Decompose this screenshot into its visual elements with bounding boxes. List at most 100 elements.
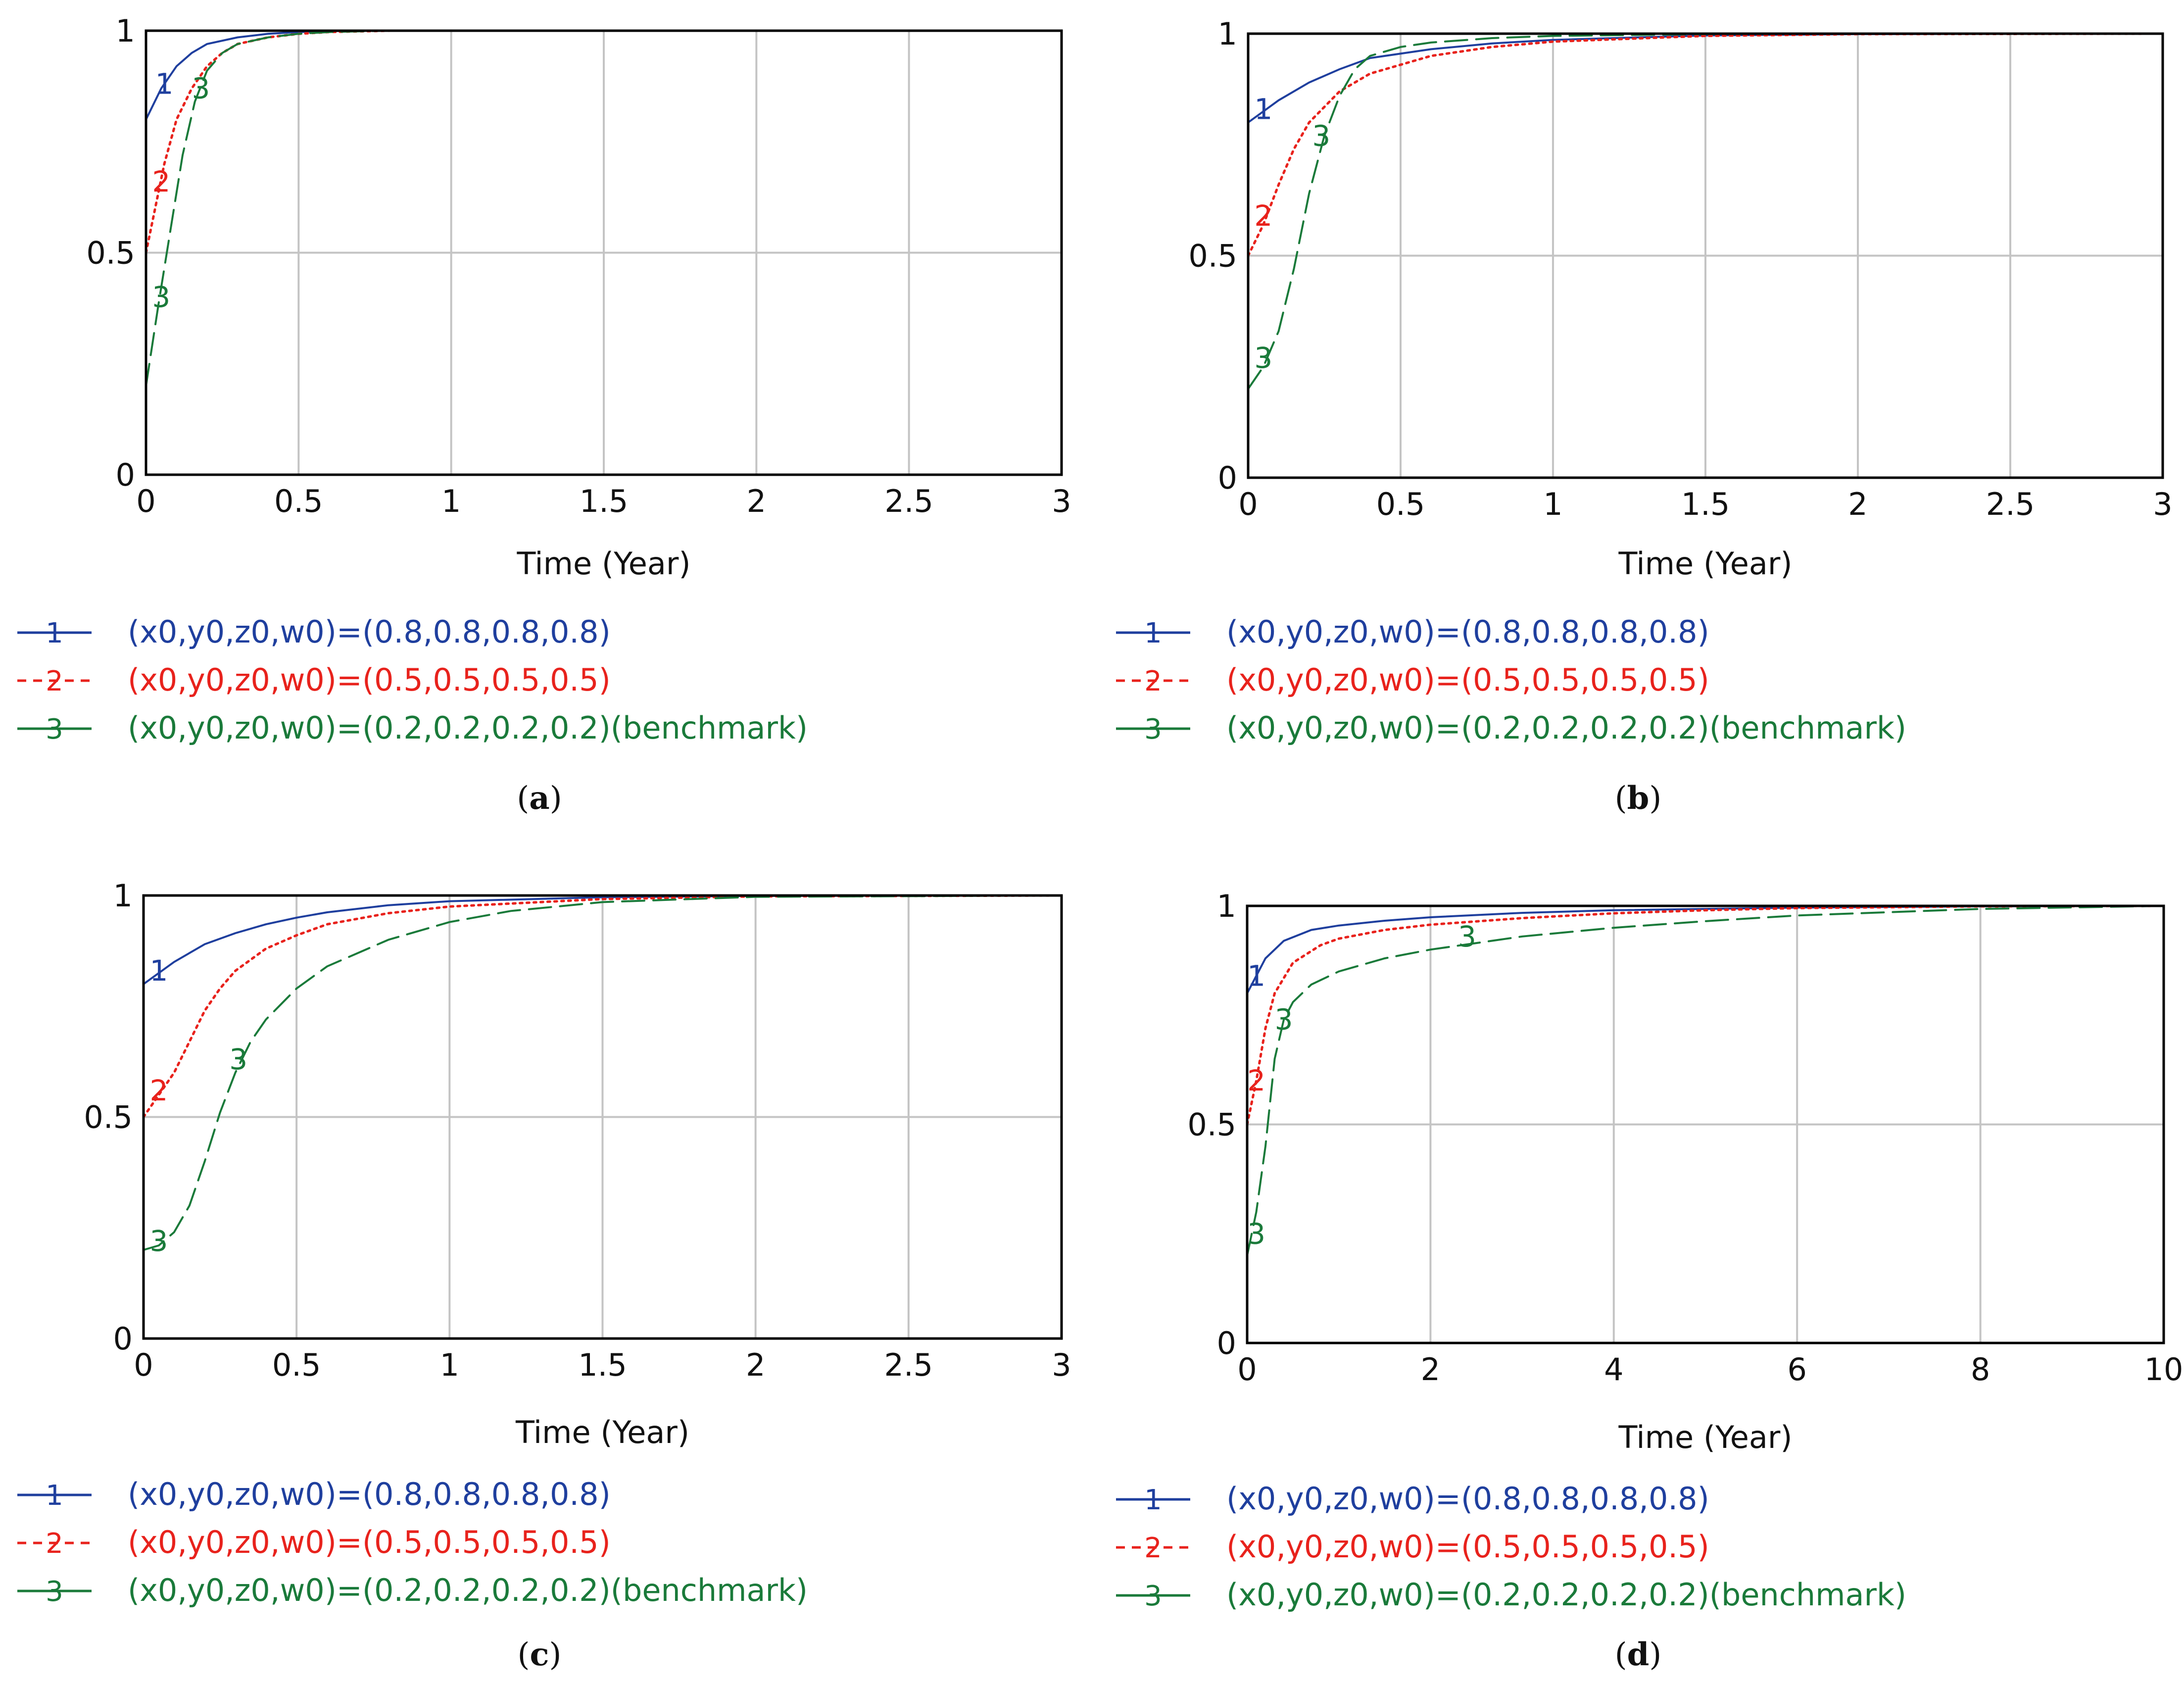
curve-marker-d-3-2: 3 [1275, 1003, 1293, 1037]
x-tick-label-c-5: 2.5 [884, 1347, 933, 1383]
y-tick-label-d-1: 0.5 [1187, 1107, 1236, 1143]
x-tick-label-b-4: 2 [1848, 486, 1867, 522]
series-line-a-2 [145, 29, 1063, 254]
curve-marker-a-2-1: 2 [152, 165, 170, 199]
y-tick-label-a-2: 1 [116, 13, 135, 49]
curve-marker-d-3-3: 3 [1247, 1217, 1265, 1250]
x-tick-label-a-5: 2.5 [884, 483, 933, 519]
x-tick-label-b-6: 3 [2153, 486, 2172, 522]
x-tick-label-c-6: 3 [1052, 1347, 1071, 1383]
x-tick-label-a-6: 3 [1052, 483, 1071, 519]
curve-marker-a-3-2: 3 [152, 280, 170, 314]
x-tick-label-a-2: 1 [441, 483, 461, 519]
plot-frame-d [1246, 904, 2165, 1344]
legend-label-a-2: (x0,y0,z0,w0)=(0.5,0.5,0.5,0.5) [128, 662, 611, 698]
x-tick-label-c-2: 1 [440, 1347, 459, 1383]
legend-label-c-3: (x0,y0,z0,w0)=(0.2,0.2,0.2,0.2)(benchmar… [128, 1572, 808, 1608]
curve-marker-b-3-2: 3 [1312, 119, 1330, 152]
legend-marker-d-1: 1 [1144, 1484, 1162, 1516]
legend-marker-b-3: 3 [1144, 713, 1162, 745]
curve-marker-c-1-1: 1 [149, 954, 168, 988]
legend-marker-d-2: 2 [1144, 1532, 1162, 1564]
legend-marker-a-3: 3 [46, 713, 63, 745]
x-tick-label-a-3: 1.5 [580, 483, 629, 519]
series-line-d-2 [1246, 904, 2165, 1126]
legend-marker-c-3: 3 [46, 1576, 63, 1608]
chart-panel-a: 1 2 3 3 0 0.5 1 1.5 2 2.5 3 0 0.5 1 Time (Year) 1 (x0,y0… [0, 0, 1089, 844]
legend-marker-b-2: 2 [1144, 665, 1162, 697]
plot-frame-c [142, 894, 1063, 1340]
legend-marker-c-2: 2 [46, 1528, 63, 1560]
legend-label-a-1: (x0,y0,z0,w0)=(0.8,0.8,0.8,0.8) [128, 614, 611, 650]
plot-frame-a [145, 29, 1063, 476]
x-axis-label-c: Time (Year) [515, 1414, 689, 1450]
x-tick-label-c-1: 0.5 [272, 1347, 321, 1383]
legend-label-a-3: (x0,y0,z0,w0)=(0.2,0.2,0.2,0.2)(benchmar… [128, 710, 808, 746]
caption-a: (a) [517, 780, 562, 817]
y-tick-label-c-0: 0 [113, 1321, 133, 1357]
x-tick-label-d-1: 2 [1421, 1351, 1440, 1388]
curve-marker-d-2-1: 2 [1247, 1064, 1265, 1097]
y-tick-label-b-1: 0.5 [1188, 238, 1237, 274]
x-tick-label-d-0: 0 [1237, 1351, 1257, 1388]
curve-marker-a-1-1: 1 [155, 67, 174, 101]
x-tick-label-d-2: 4 [1604, 1351, 1623, 1388]
x-tick-label-a-1: 0.5 [274, 483, 323, 519]
chart-svg-b: 1 2 3 3 0 0.5 1 1.5 2 2.5 3 0 0.5 1 Time (Year) 1 (x0,y0… [1116, 16, 2173, 746]
legend-label-d-1: (x0,y0,z0,w0)=(0.8,0.8,0.8,0.8) [1226, 1481, 1709, 1517]
y-tick-label-b-0: 0 [1218, 460, 1237, 496]
y-tick-label-a-0: 0 [116, 457, 135, 493]
curve-marker-a-3-1: 3 [192, 72, 210, 105]
x-tick-label-b-3: 1.5 [1681, 486, 1730, 522]
series-line-b-1 [1247, 33, 2164, 124]
series-line-b-3 [1247, 33, 2164, 390]
caption-c: (c) [517, 1636, 562, 1673]
caption-b: (b) [1614, 780, 1662, 817]
legend-marker-a-2: 2 [46, 665, 63, 697]
legend-label-b-2: (x0,y0,z0,w0)=(0.5,0.5,0.5,0.5) [1226, 662, 1709, 698]
series-line-c-1 [143, 894, 1063, 985]
y-tick-label-d-0: 0 [1217, 1325, 1236, 1361]
legend-marker-d-3: 3 [1144, 1580, 1162, 1612]
x-tick-label-a-0: 0 [136, 483, 155, 519]
legend-marker-b-1: 1 [1144, 617, 1162, 649]
chart-svg-c: 1 2 3 3 0 0.5 1 1.5 2 2.5 3 0 0.5 1 Time (Year) 1 (x0,y0… [17, 878, 1071, 1608]
series-line-d-1 [1246, 905, 2165, 994]
series-line-c-3 [143, 894, 1063, 1251]
x-tick-label-a-4: 2 [747, 483, 766, 519]
legend-label-d-2: (x0,y0,z0,w0)=(0.5,0.5,0.5,0.5) [1226, 1529, 1709, 1565]
legend-label-b-3: (x0,y0,z0,w0)=(0.2,0.2,0.2,0.2)(benchmar… [1226, 710, 1906, 746]
y-tick-label-a-1: 0.5 [86, 235, 135, 271]
series-line-d-3 [1246, 905, 2165, 1257]
x-tick-label-c-0: 0 [134, 1347, 153, 1383]
legend-label-c-1: (x0,y0,z0,w0)=(0.8,0.8,0.8,0.8) [128, 1476, 611, 1512]
legend-label-c-2: (x0,y0,z0,w0)=(0.5,0.5,0.5,0.5) [128, 1524, 611, 1560]
curve-marker-d-1-1: 1 [1247, 959, 1265, 993]
legend-label-d-3: (x0,y0,z0,w0)=(0.2,0.2,0.2,0.2)(benchmar… [1226, 1577, 1906, 1613]
legend-marker-c-1: 1 [46, 1480, 63, 1512]
series-line-c-2 [142, 894, 1063, 1118]
chart-svg-a: 1 2 3 3 0 0.5 1 1.5 2 2.5 3 0 0.5 1 Time (Year) 1 (x0,y0… [17, 13, 1071, 746]
chart-panel-d: 1 2 3 3 3 0 2 4 6 8 10 0 0.5 1 Time (Year) 1 (x0,y0,z0,w… [1099, 844, 2184, 1688]
curve-marker-c-3-1: 3 [149, 1224, 168, 1258]
x-tick-label-d-3: 6 [1787, 1351, 1806, 1388]
y-tick-label-d-2: 1 [1217, 888, 1236, 924]
y-tick-label-b-2: 1 [1218, 16, 1237, 52]
x-tick-label-d-4: 8 [1971, 1351, 1990, 1388]
plot-frame-b [1247, 32, 2164, 479]
curve-marker-b-3-1: 3 [1254, 341, 1272, 375]
x-tick-label-d-5: 10 [2144, 1351, 2184, 1388]
x-tick-label-c-4: 2 [746, 1347, 765, 1383]
x-tick-label-b-5: 2.5 [1986, 486, 2035, 522]
y-tick-label-c-1: 0.5 [84, 1099, 133, 1136]
x-axis-label-b: Time (Year) [1618, 546, 1792, 582]
x-tick-label-c-3: 1.5 [578, 1347, 627, 1383]
curve-marker-c-3-2: 3 [229, 1043, 247, 1076]
curve-marker-b-2-1: 2 [1254, 199, 1272, 233]
series-line-b-2 [1247, 32, 2164, 257]
y-tick-label-c-2: 1 [113, 878, 133, 914]
legend-label-b-1: (x0,y0,z0,w0)=(0.8,0.8,0.8,0.8) [1226, 614, 1709, 650]
x-tick-label-b-2: 1 [1543, 486, 1562, 522]
